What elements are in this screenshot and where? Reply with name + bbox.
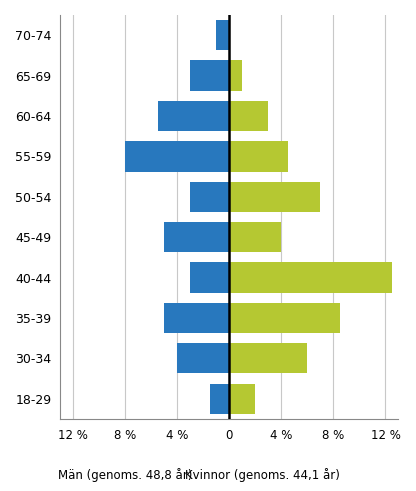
- Bar: [230, 303, 340, 333]
- Bar: [230, 222, 282, 252]
- Bar: [230, 182, 320, 212]
- Bar: [191, 182, 230, 212]
- Bar: [230, 383, 255, 414]
- Bar: [164, 222, 230, 252]
- Bar: [230, 60, 243, 91]
- Bar: [230, 101, 268, 131]
- Bar: [230, 141, 288, 171]
- Bar: [210, 383, 230, 414]
- Bar: [230, 262, 392, 293]
- Text: Män (genoms. 48,8 år): Män (genoms. 48,8 år): [57, 468, 192, 482]
- Bar: [164, 303, 230, 333]
- Bar: [125, 141, 230, 171]
- Bar: [158, 101, 230, 131]
- Bar: [191, 262, 230, 293]
- Bar: [216, 20, 230, 51]
- Text: Kvinnor (genoms. 44,1 år): Kvinnor (genoms. 44,1 år): [185, 468, 339, 482]
- Bar: [230, 343, 307, 374]
- Bar: [177, 343, 230, 374]
- Bar: [191, 60, 230, 91]
